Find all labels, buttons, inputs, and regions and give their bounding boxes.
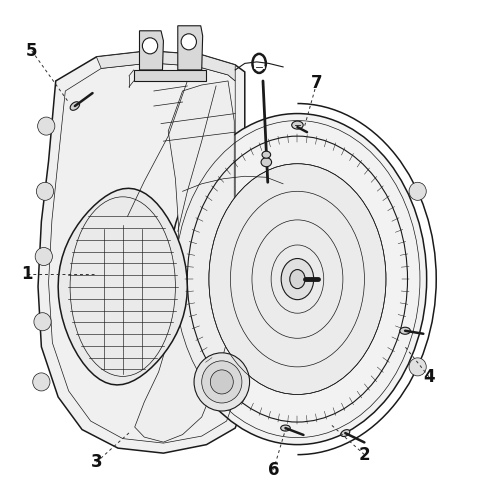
Text: 6: 6	[268, 461, 279, 479]
Ellipse shape	[292, 121, 303, 129]
Polygon shape	[135, 81, 234, 442]
Circle shape	[33, 373, 50, 391]
Circle shape	[210, 370, 233, 394]
Circle shape	[202, 361, 242, 403]
Ellipse shape	[400, 327, 410, 334]
Ellipse shape	[281, 425, 290, 431]
Circle shape	[36, 182, 54, 200]
Polygon shape	[134, 70, 206, 81]
Ellipse shape	[261, 158, 272, 166]
Polygon shape	[58, 188, 187, 385]
Circle shape	[35, 247, 52, 266]
Ellipse shape	[209, 163, 386, 394]
Circle shape	[194, 353, 250, 411]
Circle shape	[181, 34, 196, 50]
Circle shape	[34, 313, 51, 331]
Ellipse shape	[290, 270, 305, 289]
Ellipse shape	[281, 259, 314, 300]
Polygon shape	[178, 26, 203, 70]
Circle shape	[409, 182, 426, 200]
Text: 2: 2	[359, 446, 370, 464]
Text: 5: 5	[26, 42, 37, 60]
Ellipse shape	[262, 151, 271, 158]
Ellipse shape	[70, 102, 80, 110]
Text: 7: 7	[311, 74, 323, 93]
Circle shape	[37, 117, 55, 135]
Polygon shape	[38, 51, 245, 453]
Text: 4: 4	[423, 368, 435, 386]
Polygon shape	[140, 31, 163, 70]
Circle shape	[409, 358, 426, 376]
Circle shape	[143, 38, 157, 54]
Ellipse shape	[341, 430, 350, 437]
Text: 1: 1	[21, 265, 33, 283]
Ellipse shape	[168, 114, 427, 445]
Text: 3: 3	[91, 453, 102, 471]
Polygon shape	[96, 51, 235, 81]
